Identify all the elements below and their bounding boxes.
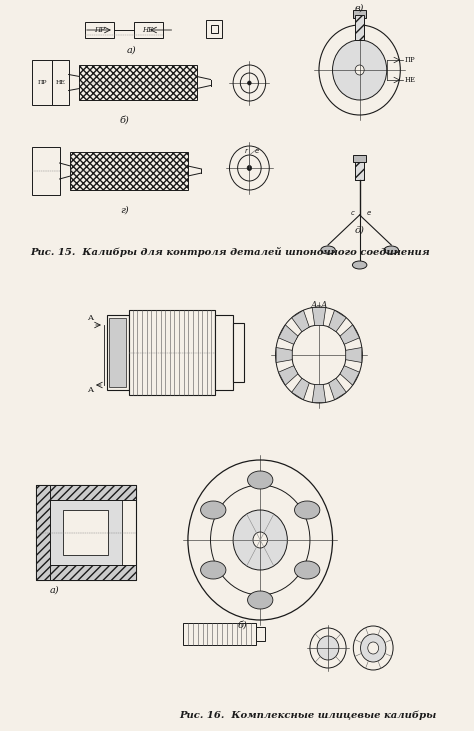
Text: Рис. 16.  Комплексные шлицевые калибры: Рис. 16. Комплексные шлицевые калибры [179, 711, 436, 720]
Text: e: e [366, 210, 371, 216]
Polygon shape [346, 347, 362, 363]
Bar [36, 565, 136, 580]
Polygon shape [278, 325, 298, 344]
Bar [36, 485, 136, 500]
Bar [107, 315, 129, 390]
Polygon shape [328, 379, 346, 400]
Circle shape [210, 485, 310, 595]
Text: Рис. 15.  Калибры для контроля деталей шпоночного соединения: Рис. 15. Калибры для контроля деталей шп… [30, 247, 430, 257]
Text: г): г) [120, 205, 129, 214]
Text: НЕ: НЕ [405, 76, 416, 84]
Text: A: A [87, 314, 93, 322]
Ellipse shape [201, 561, 226, 579]
Circle shape [310, 628, 346, 668]
Ellipse shape [321, 246, 335, 254]
Bar [109, 318, 127, 387]
Bar [210, 25, 218, 33]
Text: б): б) [237, 621, 247, 629]
Text: б): б) [120, 115, 129, 124]
Circle shape [292, 325, 346, 385]
Circle shape [333, 40, 387, 100]
Bar [353, 10, 366, 18]
Polygon shape [312, 385, 326, 402]
Circle shape [355, 65, 364, 75]
Bar [50, 500, 122, 565]
Circle shape [247, 81, 251, 85]
Bar [32, 60, 52, 105]
Polygon shape [292, 379, 309, 400]
Text: e: e [255, 148, 259, 154]
Ellipse shape [294, 561, 320, 579]
Bar [355, 160, 364, 180]
Circle shape [353, 626, 393, 670]
Bar [255, 627, 265, 641]
Bar [355, 160, 364, 180]
Text: ПР: ПР [37, 80, 47, 85]
Polygon shape [328, 310, 346, 332]
Circle shape [229, 146, 269, 190]
Bar [129, 310, 215, 395]
Ellipse shape [352, 261, 367, 269]
Circle shape [188, 460, 333, 620]
Bar [32, 147, 60, 195]
Bar [353, 155, 366, 162]
Circle shape [317, 636, 339, 660]
Circle shape [368, 642, 379, 654]
Circle shape [361, 634, 386, 662]
Bar [355, 15, 364, 40]
Circle shape [237, 155, 261, 181]
Polygon shape [340, 366, 359, 385]
Text: r: r [244, 148, 247, 154]
Ellipse shape [384, 246, 399, 254]
Circle shape [275, 307, 362, 403]
Bar [71, 152, 188, 190]
Polygon shape [312, 308, 326, 325]
Circle shape [233, 65, 265, 101]
Text: НЕ: НЕ [55, 80, 65, 85]
Bar [134, 22, 163, 38]
Polygon shape [278, 366, 298, 385]
Text: ПР: ПР [94, 26, 105, 34]
Bar [183, 623, 255, 645]
Text: A–A: A–A [310, 300, 328, 309]
Text: а): а) [127, 45, 137, 55]
Text: д): д) [355, 225, 365, 235]
Circle shape [233, 510, 287, 570]
Circle shape [247, 165, 252, 170]
Bar [206, 20, 222, 38]
Text: ПР: ПР [405, 56, 415, 64]
Bar [233, 323, 244, 382]
Ellipse shape [247, 471, 273, 489]
Polygon shape [276, 347, 292, 363]
Circle shape [319, 25, 401, 115]
Ellipse shape [201, 501, 226, 519]
Bar [52, 60, 69, 105]
Circle shape [240, 73, 258, 93]
Text: НЕ: НЕ [143, 26, 154, 34]
Bar [85, 22, 114, 38]
Text: а): а) [49, 586, 59, 594]
Text: в): в) [355, 4, 365, 12]
Circle shape [253, 532, 267, 548]
Text: A: A [87, 386, 93, 394]
Polygon shape [292, 310, 309, 332]
Polygon shape [340, 325, 359, 344]
Ellipse shape [294, 501, 320, 519]
Bar [63, 510, 109, 555]
Bar [36, 485, 136, 580]
Ellipse shape [247, 591, 273, 609]
Bar [355, 15, 364, 40]
Text: c: c [350, 210, 355, 216]
Bar [80, 65, 197, 100]
Bar [36, 485, 50, 580]
Bar [215, 315, 233, 390]
